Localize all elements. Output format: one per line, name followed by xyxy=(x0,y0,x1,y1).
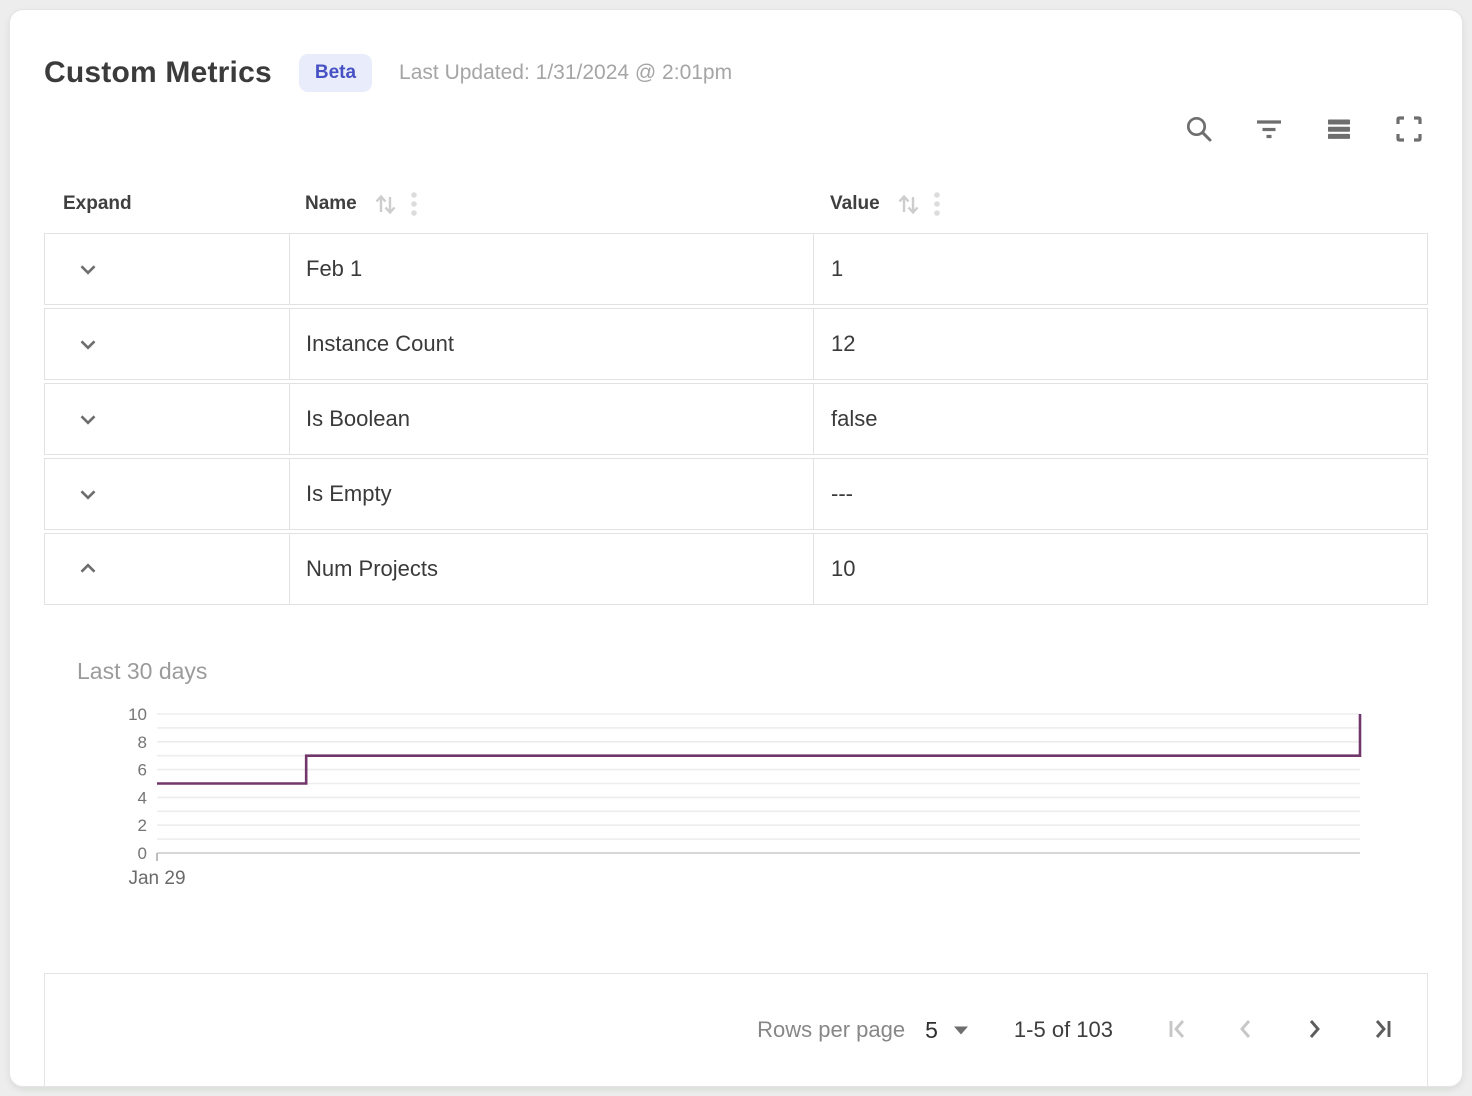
metric-name: Instance Count xyxy=(289,309,813,379)
svg-text:8: 8 xyxy=(138,733,147,752)
last-page-icon xyxy=(1369,1016,1395,1045)
expand-chevron-icon[interactable] xyxy=(75,406,101,432)
pagination-range-label: 1-5 of 103 xyxy=(1013,1017,1113,1042)
metric-value: 1 xyxy=(813,234,1427,304)
last-page-button[interactable] xyxy=(1369,1016,1395,1045)
rows-per-page-select[interactable]: 5 xyxy=(925,1017,968,1044)
table-row: Instance Count 12 xyxy=(44,308,1428,380)
column-header-expand: Expand xyxy=(44,193,288,215)
rows-per-page-value: 5 xyxy=(925,1016,938,1043)
filter-button[interactable] xyxy=(1254,114,1284,147)
column-header-name[interactable]: Name xyxy=(288,189,812,219)
chevron-right-icon xyxy=(1301,1016,1327,1045)
search-icon xyxy=(1184,114,1214,147)
metric-value: 12 xyxy=(813,309,1427,379)
chevron-left-icon xyxy=(1233,1016,1259,1045)
metric-name: Is Empty xyxy=(289,459,813,529)
metric-value: --- xyxy=(813,459,1427,529)
search-button[interactable] xyxy=(1184,114,1214,147)
svg-text:0: 0 xyxy=(138,844,147,863)
metric-name: Num Projects xyxy=(289,534,813,604)
metrics-table: Expand Name Value xyxy=(44,175,1428,608)
svg-text:10: 10 xyxy=(128,705,147,724)
expand-chevron-icon[interactable] xyxy=(75,256,101,282)
column-header-value[interactable]: Value xyxy=(812,189,1428,219)
svg-text:6: 6 xyxy=(138,761,147,780)
rows-per-page-label: Rows per page xyxy=(757,1017,906,1042)
last-updated-text: Last Updated: 1/31/2024 @ 2:01pm xyxy=(399,61,733,84)
table-row: Feb 1 1 xyxy=(44,233,1428,305)
fullscreen-button[interactable] xyxy=(1394,114,1424,147)
filter-icon xyxy=(1254,114,1284,147)
metric-name: Feb 1 xyxy=(289,234,813,304)
svg-text:2: 2 xyxy=(138,816,147,835)
expanded-metric-chart-section: Last 30 days 0 2 4 6 8 10 Jan 29 xyxy=(44,658,1428,891)
expand-chevron-icon[interactable] xyxy=(75,481,101,507)
sort-icon[interactable] xyxy=(372,191,399,218)
metric-history-chart: 0 2 4 6 8 10 Jan 29 xyxy=(97,705,1428,891)
collapse-chevron-icon[interactable] xyxy=(75,556,101,582)
first-page-button[interactable] xyxy=(1165,1016,1191,1045)
svg-text:4: 4 xyxy=(138,788,147,807)
table-row: Is Boolean false xyxy=(44,383,1428,455)
table-row: Num Projects 10 xyxy=(44,533,1428,605)
first-page-icon xyxy=(1165,1016,1191,1045)
fullscreen-icon xyxy=(1394,114,1424,147)
caret-down-icon xyxy=(953,1023,968,1038)
table-footer: Rows per page 5 1-5 of 103 xyxy=(44,973,1428,1086)
expand-chevron-icon[interactable] xyxy=(75,331,101,357)
table-toolbar xyxy=(44,114,1428,147)
table-header-row: Expand Name Value xyxy=(44,175,1428,233)
column-label: Value xyxy=(830,193,880,214)
metric-value: false xyxy=(813,384,1427,454)
line-chart-svg: 0 2 4 6 8 10 Jan 29 xyxy=(128,705,1362,889)
previous-page-button[interactable] xyxy=(1233,1016,1259,1045)
pagination-nav xyxy=(1165,1016,1395,1045)
custom-metrics-card: Custom Metrics Beta Last Updated: 1/31/2… xyxy=(9,9,1463,1087)
density-button[interactable] xyxy=(1324,114,1354,147)
svg-text:Jan 29: Jan 29 xyxy=(128,868,185,886)
sort-icon[interactable] xyxy=(895,191,922,218)
page-header: Custom Metrics Beta Last Updated: 1/31/2… xyxy=(44,54,1428,92)
metric-name: Is Boolean xyxy=(289,384,813,454)
column-label: Expand xyxy=(63,193,132,214)
next-page-button[interactable] xyxy=(1301,1016,1327,1045)
metric-value: 10 xyxy=(813,534,1427,604)
column-label: Name xyxy=(305,193,357,214)
density-icon xyxy=(1324,114,1354,147)
column-menu-icon[interactable] xyxy=(932,189,942,219)
beta-badge: Beta xyxy=(298,54,373,92)
page-title: Custom Metrics xyxy=(44,56,272,89)
table-row: Is Empty --- xyxy=(44,458,1428,530)
chart-title: Last 30 days xyxy=(77,658,208,684)
column-menu-icon[interactable] xyxy=(409,189,419,219)
